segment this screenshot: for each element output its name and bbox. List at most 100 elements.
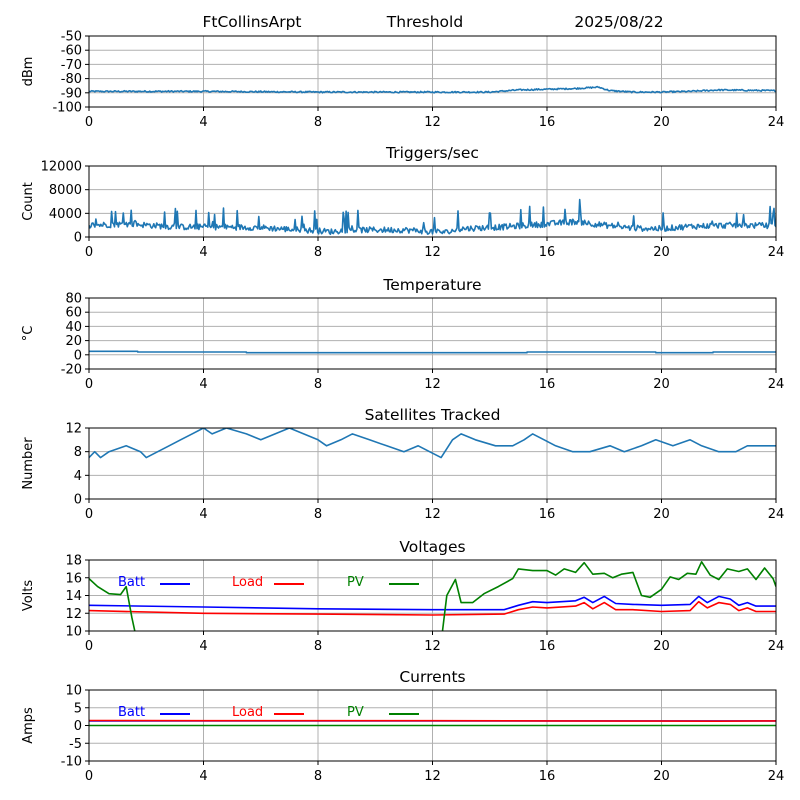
y-tick-label: 80 [65,292,82,307]
y-axis-label: dBm [21,57,36,87]
x-tick-label: 12 [424,377,441,392]
x-tick-label: 0 [85,377,93,392]
y-tick-label: 0 [74,348,82,363]
chart-title: Voltages [399,538,465,556]
legend-label-pv: PV [347,705,364,720]
date-label: 2025/08/22 [574,13,663,31]
x-tick-label: 24 [768,769,785,784]
chart-panel-voltages: 0 4 8 12 16 20 24 10 12 14 16 18 Voltages Volts Batt Lo… [21,538,785,654]
y-tick-label: 12 [65,422,82,437]
y-axis-label: Count [21,182,36,221]
x-tick-label: 0 [85,639,93,654]
y-tick-label: -20 [61,363,82,378]
x-tick-label: 16 [539,639,556,654]
y-tick-label: 4000 [49,207,82,222]
y-tick-label: 0 [74,231,82,246]
chart-title: Triggers/sec [385,144,479,162]
series-line-pv [89,561,776,631]
x-tick-label: 4 [199,769,207,784]
series-line-satellites [89,428,776,459]
series-line-temperature [89,350,776,354]
legend-label-batt: Batt [118,705,145,720]
x-tick-label: 24 [768,639,785,654]
mode-label: Threshold [386,13,463,31]
x-tick-label: 0 [85,507,93,522]
x-tick-label: 4 [199,377,207,392]
chart-title: Satellites Tracked [365,406,501,424]
y-tick-label: 16 [65,571,82,586]
y-axis-label: Volts [21,580,36,612]
legend-label-batt: Batt [118,575,145,590]
x-tick-label: 24 [768,115,785,130]
y-tick-label: 10 [65,684,82,699]
series-line-threshold [89,85,776,94]
y-tick-label: 12000 [41,160,82,175]
y-tick-label: 60 [65,306,82,321]
x-tick-label: 16 [539,245,556,260]
x-tick-label: 16 [539,769,556,784]
x-tick-label: 12 [424,245,441,260]
y-tick-label: 5 [74,701,82,716]
y-tick-label: -5 [69,737,82,752]
y-tick-label: -10 [61,755,82,770]
legend-label-load: Load [232,575,263,590]
y-tick-label: -60 [61,44,82,59]
y-tick-label: 18 [65,554,82,569]
y-tick-label: 4 [74,469,82,484]
y-tick-label: -70 [61,58,82,73]
x-tick-label: 24 [768,245,785,260]
x-tick-label: 8 [314,245,322,260]
x-tick-label: 16 [539,377,556,392]
x-tick-label: 0 [85,769,93,784]
y-tick-label: 14 [65,589,82,604]
chart-title: Temperature [382,276,481,294]
x-tick-label: 12 [424,115,441,130]
y-tick-label: -100 [52,101,82,116]
x-tick-label: 24 [768,377,785,392]
x-tick-label: 24 [768,507,785,522]
series-line-triggers [89,198,776,236]
x-tick-label: 20 [653,507,670,522]
y-tick-label: 0 [74,719,82,734]
y-tick-label: -50 [61,30,82,45]
x-tick-label: 4 [199,507,207,522]
y-axis-label: Amps [21,707,36,744]
y-axis-label: °C [21,326,36,342]
x-tick-label: 8 [314,639,322,654]
station-name: FtCollinsArpt [202,13,301,31]
x-tick-label: 4 [199,639,207,654]
x-tick-label: 20 [653,377,670,392]
x-tick-label: 8 [314,115,322,130]
chart-panel-triggers: 0 4 8 12 16 20 24 0 4000 8000 12000 Triggers/sec Cou… [21,144,784,260]
y-axis-label: Number [21,437,36,490]
x-tick-label: 20 [653,245,670,260]
legend-label-load: Load [232,705,263,720]
header: FtCollinsArpt Threshold 2025/08/22 [202,13,663,31]
y-tick-label: 20 [65,334,82,349]
series-line-batt [89,595,776,611]
x-tick-label: 16 [539,507,556,522]
series-line-load [89,600,776,616]
x-tick-label: 8 [314,769,322,784]
series-line-load [89,719,776,722]
x-tick-label: 16 [539,115,556,130]
y-tick-label: -90 [61,86,82,101]
x-tick-label: 0 [85,115,93,130]
chart-panel-currents: 0 4 8 12 16 20 24 -10 -5 0 5 10 Currents Amps Batt Load… [21,668,784,784]
legend-label-pv: PV [347,575,364,590]
chart-title: Currents [399,668,465,686]
x-tick-label: 8 [314,377,322,392]
y-tick-label: 12 [65,607,82,622]
x-tick-label: 20 [653,115,670,130]
x-tick-label: 20 [653,639,670,654]
y-tick-label: 8000 [49,183,82,198]
x-tick-label: 12 [424,769,441,784]
x-tick-label: 20 [653,769,670,784]
chart-panel-threshold: 0 4 8 12 16 20 24 -100-90-80-70-60-50 dBm [21,30,784,131]
x-tick-label: 0 [85,245,93,260]
x-tick-label: 4 [199,115,207,130]
x-tick-label: 12 [424,639,441,654]
